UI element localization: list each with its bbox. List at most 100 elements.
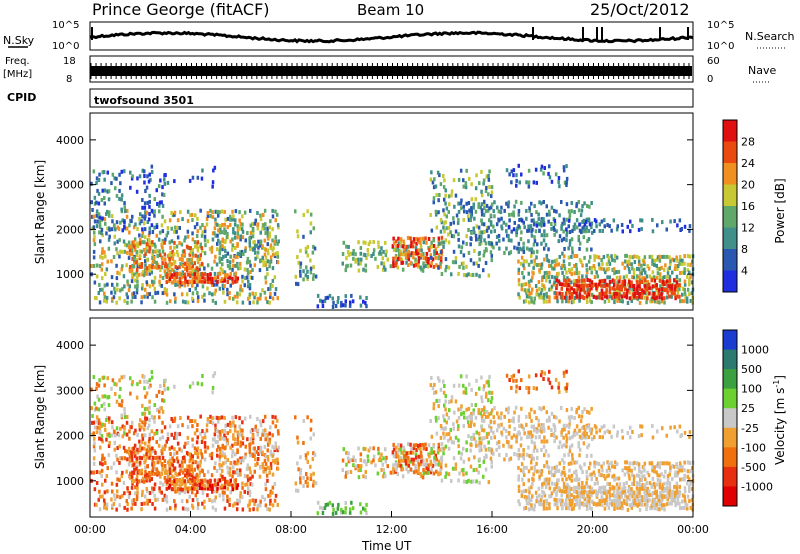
velocity-cell	[493, 406, 496, 411]
velocity-cell	[259, 503, 262, 508]
velocity-cell	[332, 507, 335, 512]
velocity-cell	[462, 446, 465, 451]
noise-left-tick-top: 10^5	[52, 20, 79, 31]
velocity-cell	[105, 506, 108, 511]
power-cell	[527, 271, 530, 276]
velocity-cell	[246, 482, 249, 487]
power-cell	[557, 176, 561, 180]
power-cell	[658, 275, 662, 280]
power-cell	[138, 249, 142, 254]
power-cell	[432, 244, 436, 248]
velocity-cell	[608, 468, 612, 473]
velocity-cell	[534, 490, 538, 495]
velocity-cell	[561, 477, 564, 482]
power-cell	[238, 292, 242, 297]
power-cell	[568, 278, 571, 283]
velocity-cell	[601, 468, 604, 473]
velocity-cell	[445, 412, 449, 417]
power-cell	[266, 226, 269, 231]
power-cell	[296, 234, 300, 239]
velocity-cell	[518, 502, 521, 507]
power-cell	[263, 252, 267, 257]
power-cell	[435, 225, 439, 230]
velocity-cell	[213, 498, 217, 503]
power-cell	[140, 264, 144, 269]
velocity-cell	[364, 470, 367, 474]
velocity-cell	[578, 505, 581, 510]
power-cell	[140, 300, 143, 305]
velocity-cell	[216, 448, 219, 453]
velocity-cell	[277, 431, 280, 436]
velocity-cell	[259, 446, 263, 451]
velocity-cell	[102, 375, 106, 380]
velocity-cell	[396, 450, 400, 455]
power-cell	[351, 251, 355, 256]
power-cell	[221, 262, 224, 267]
power-cell	[493, 214, 496, 219]
power-cell	[142, 273, 146, 278]
velocity-cell	[562, 465, 566, 470]
velocity-cell	[552, 489, 556, 494]
power-cell	[583, 201, 586, 206]
power-cell	[212, 168, 215, 173]
power-cell	[151, 252, 154, 257]
power-cell	[302, 277, 305, 282]
power-colorbar-segment	[723, 227, 737, 250]
power-cell	[276, 254, 280, 259]
power-cell	[377, 244, 380, 249]
power-cell	[519, 237, 523, 242]
velocity-cell	[382, 468, 386, 472]
velocity-cell	[271, 503, 275, 508]
power-cell	[377, 240, 380, 245]
power-cell	[344, 303, 347, 308]
power-cell	[686, 299, 689, 304]
power-cell	[175, 250, 179, 254]
velocity-cell	[131, 499, 134, 504]
power-cell	[548, 299, 551, 304]
power-cell	[628, 296, 632, 301]
velocity-cell	[239, 428, 242, 433]
velocity-cell	[380, 452, 383, 457]
velocity-cell	[261, 450, 264, 455]
velocity-cell	[438, 448, 441, 453]
power-cell	[661, 220, 664, 225]
velocity-cell	[193, 486, 196, 491]
power-cell	[616, 284, 619, 289]
velocity-cell	[236, 433, 240, 438]
power-cell	[93, 235, 96, 240]
power-cell	[251, 247, 255, 252]
power-cell	[603, 284, 606, 289]
velocity-cell	[203, 483, 206, 488]
power-cell	[129, 185, 132, 190]
power-cell	[321, 299, 324, 304]
velocity-cell	[186, 479, 190, 484]
power-cell	[633, 294, 636, 299]
velocity-cell	[121, 470, 124, 475]
power-cell	[234, 218, 237, 223]
power-cell	[184, 279, 187, 284]
power-cell	[231, 280, 234, 285]
velocity-cell	[345, 450, 348, 455]
power-cell	[646, 264, 649, 269]
power-cell	[480, 189, 483, 194]
power-cell	[621, 299, 624, 304]
velocity-cell	[412, 443, 416, 448]
power-cell	[444, 268, 447, 273]
velocity-cell	[151, 462, 154, 467]
date-label: 25/Oct/2012	[590, 0, 690, 19]
velocity-cell	[473, 422, 476, 427]
power-cell	[236, 227, 240, 232]
power-colorbar-tick: 20	[741, 179, 755, 192]
velocity-cell	[239, 440, 243, 445]
velocity-cell	[188, 486, 191, 491]
power-cell	[568, 295, 571, 300]
power-cell	[681, 258, 684, 263]
power-cell	[271, 278, 275, 283]
power-cell	[599, 279, 602, 284]
velocity-cell	[92, 461, 96, 466]
power-cell	[478, 257, 481, 262]
power-cell	[651, 292, 655, 297]
velocity-cell	[608, 482, 611, 487]
velocity-cell	[135, 497, 139, 502]
power-cell	[166, 226, 170, 230]
